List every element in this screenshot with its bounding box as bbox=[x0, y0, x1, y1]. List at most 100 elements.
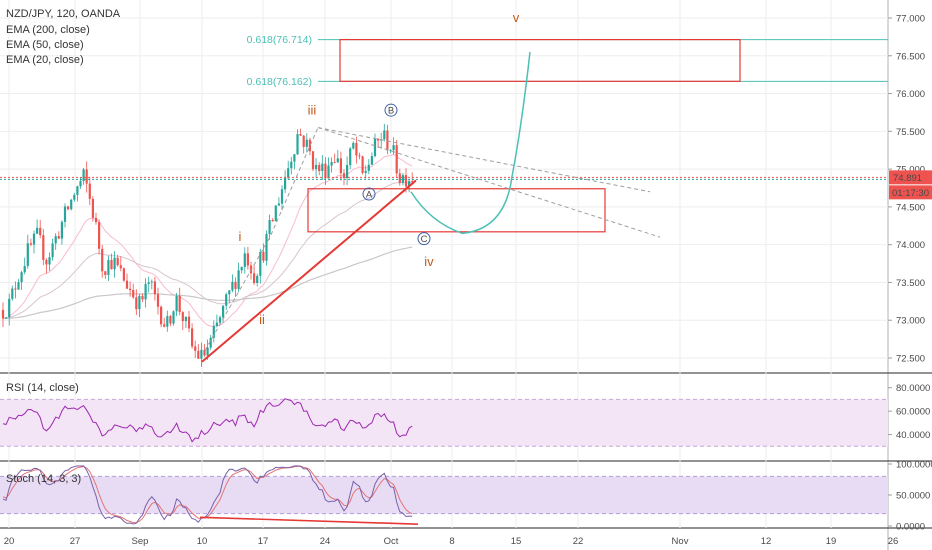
price-tick-label: 74.500 bbox=[896, 202, 925, 213]
candle-body bbox=[184, 316, 187, 322]
x-tick-label: 20 bbox=[4, 536, 15, 547]
candle-body bbox=[104, 271, 107, 275]
candle-body bbox=[240, 266, 243, 271]
projected-wave-path bbox=[410, 51, 531, 235]
ema-20-legend: EMA (20, close) bbox=[6, 54, 84, 66]
stoch-band bbox=[0, 476, 888, 514]
candle-body bbox=[383, 130, 386, 140]
x-tick-label: 12 bbox=[761, 536, 772, 547]
wave-circle bbox=[384, 103, 398, 117]
candle-body bbox=[268, 220, 271, 234]
candle-body bbox=[401, 175, 404, 183]
candle-body bbox=[398, 173, 401, 183]
candle-body bbox=[231, 281, 234, 291]
fib-level-label: 0.618(76.714) bbox=[247, 34, 312, 46]
stoch-d-line bbox=[2, 465, 413, 524]
candle-body bbox=[274, 205, 277, 222]
candle-body bbox=[339, 158, 342, 174]
candle-body bbox=[222, 305, 225, 318]
candle-body bbox=[156, 294, 160, 307]
candle-body bbox=[60, 221, 63, 239]
candle-body bbox=[67, 206, 70, 210]
last-price-value: 74.891 bbox=[893, 173, 922, 184]
candle-body bbox=[265, 233, 268, 261]
rsi-legend: RSI (14, close) bbox=[6, 382, 79, 394]
candle-body bbox=[20, 272, 23, 283]
x-tick-label: 22 bbox=[573, 536, 584, 547]
wave-label-b: B bbox=[388, 106, 394, 117]
candle-body bbox=[206, 347, 209, 356]
candle-body bbox=[333, 161, 336, 163]
price-tick-label: 76.500 bbox=[896, 51, 925, 62]
candle-body bbox=[237, 270, 240, 289]
candle-body bbox=[259, 251, 262, 276]
candle-body bbox=[88, 183, 91, 199]
ema-200-legend: EMA (200, close) bbox=[6, 24, 90, 36]
wave-label-i: i bbox=[239, 229, 242, 244]
candle-body bbox=[243, 253, 246, 267]
price-tick-label: 73.500 bbox=[896, 278, 925, 289]
wave-label-ii: ii bbox=[259, 312, 265, 327]
candle-body bbox=[144, 284, 147, 300]
candle-body bbox=[141, 295, 144, 300]
axes: 20 27 Sep 10 17 24 Oct 8 15 22 Nov 12 19 26 77.000 76.5… bbox=[4, 14, 932, 547]
candle-body bbox=[23, 265, 26, 273]
candle-body bbox=[246, 253, 249, 266]
candle-body bbox=[48, 257, 51, 265]
candle-body bbox=[98, 222, 101, 249]
candle-body bbox=[349, 148, 352, 166]
wave-circle bbox=[417, 232, 431, 246]
price-tick-label: 75.000 bbox=[896, 165, 925, 176]
candle-body bbox=[395, 145, 398, 174]
candle-body bbox=[191, 328, 194, 347]
red-trendline bbox=[201, 179, 417, 363]
chart-title: NZD/JPY, 120, OANDA bbox=[6, 8, 121, 20]
candle-body bbox=[218, 317, 222, 323]
candle-body bbox=[228, 290, 231, 295]
candle-body bbox=[135, 297, 138, 310]
candle-body bbox=[404, 175, 408, 187]
rsi-tick-label: 40.0000 bbox=[896, 430, 930, 441]
candle-body bbox=[1, 309, 5, 319]
candle-body bbox=[253, 273, 256, 284]
candle-body bbox=[234, 281, 237, 289]
candle-body bbox=[17, 282, 20, 290]
candle-body bbox=[119, 265, 122, 269]
candle-body bbox=[26, 243, 29, 266]
candle-body bbox=[305, 139, 308, 147]
candle-body bbox=[187, 316, 191, 329]
stoch-tick-label: 50.0000 bbox=[896, 491, 930, 502]
candle-body bbox=[150, 281, 153, 283]
dashed-impulse-line bbox=[204, 127, 319, 351]
candle-body bbox=[107, 259, 110, 275]
dashed-trendline-2 bbox=[317, 127, 661, 238]
wave-circle bbox=[362, 187, 376, 201]
candle-body bbox=[277, 203, 280, 206]
candle-body bbox=[324, 163, 327, 179]
candle-body bbox=[311, 151, 315, 170]
candle-body bbox=[57, 236, 60, 239]
x-tick-label: 27 bbox=[70, 536, 81, 547]
candle-body bbox=[355, 142, 358, 156]
candle-body bbox=[392, 145, 395, 151]
candle-body bbox=[194, 346, 197, 351]
candle-body bbox=[116, 257, 119, 266]
candle-body bbox=[181, 312, 184, 322]
candle-body bbox=[318, 164, 321, 172]
candle-body bbox=[293, 154, 296, 162]
candle-body bbox=[284, 177, 287, 190]
candle-body bbox=[386, 130, 389, 151]
dashed-trendline-1 bbox=[317, 127, 651, 193]
candle-body bbox=[364, 170, 367, 173]
candle-body bbox=[169, 316, 172, 324]
candle-body bbox=[296, 134, 299, 155]
ema-200-line bbox=[2, 246, 413, 320]
stoch-k-line bbox=[2, 465, 413, 525]
candle-body bbox=[54, 236, 57, 244]
candlesticks bbox=[1, 123, 414, 367]
candle-body bbox=[76, 186, 79, 195]
support-zone-box bbox=[307, 188, 606, 233]
rsi-band bbox=[0, 399, 888, 447]
